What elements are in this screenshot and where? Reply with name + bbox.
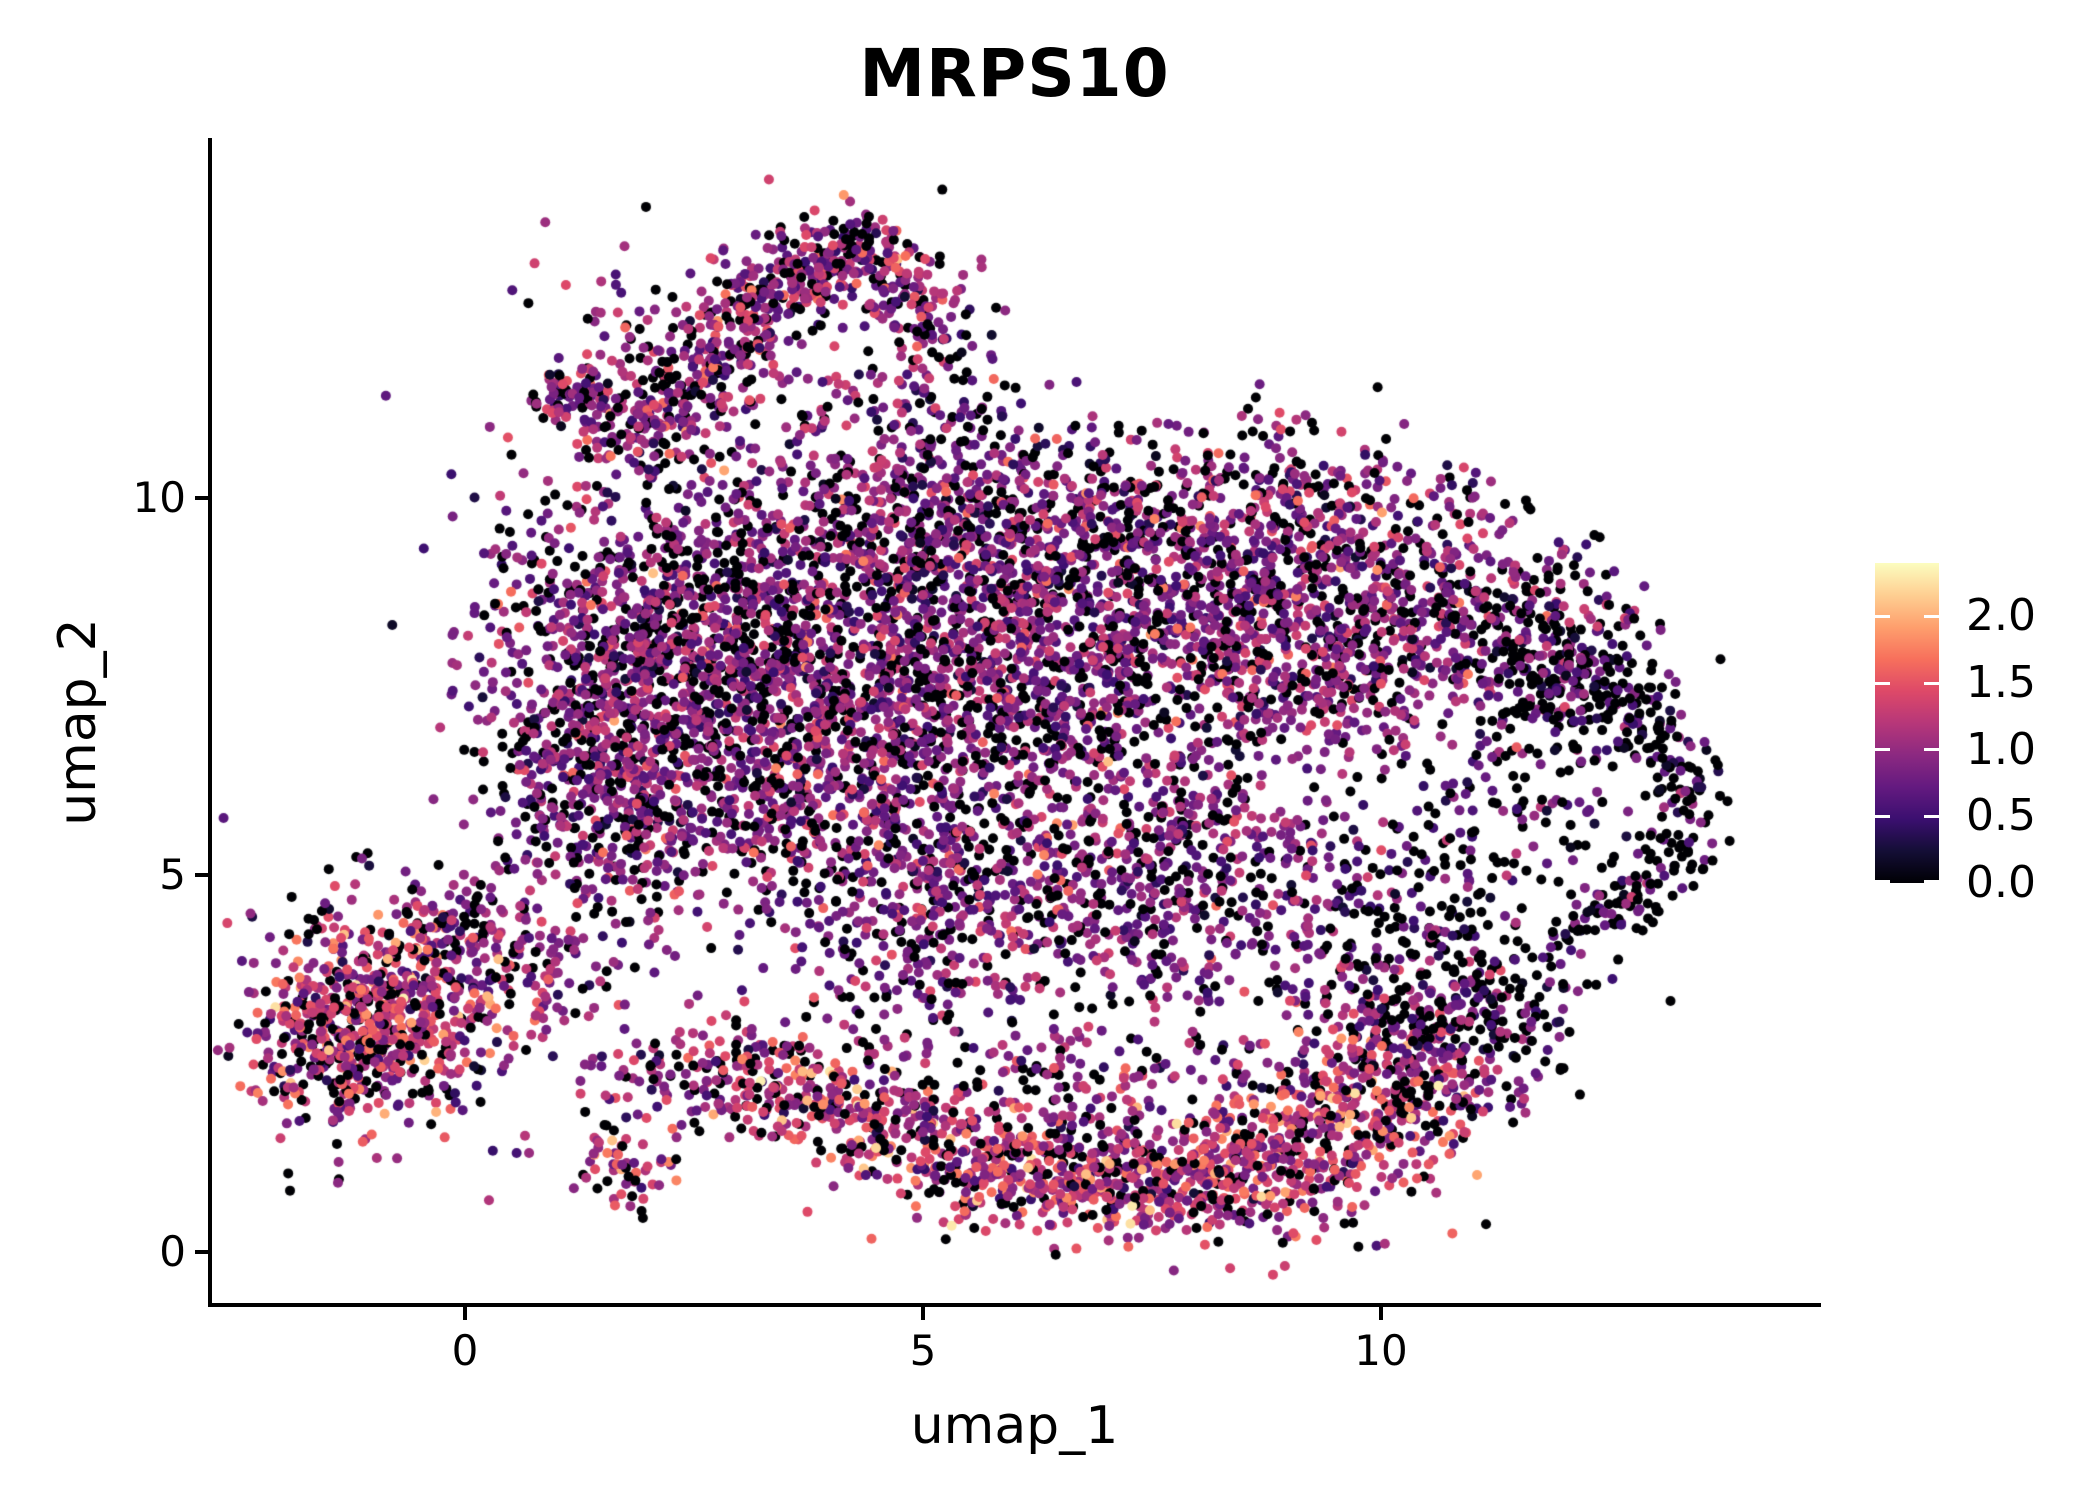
colorbar-tick-label: 1.5	[1966, 657, 2036, 708]
colorbar-tick-label: 0.0	[1966, 857, 2036, 908]
x-tick-mark	[921, 1307, 925, 1320]
plot-title: MRPS10	[859, 35, 1170, 112]
x-tick-mark	[463, 1307, 467, 1320]
x-tick-mark	[1379, 1307, 1383, 1320]
colorbar-tick-mark	[1924, 681, 1939, 685]
x-tick-label: 5	[909, 1326, 937, 1375]
y-tick-mark	[195, 873, 208, 877]
x-tick-label: 10	[1354, 1326, 1408, 1375]
y-tick-label: 10	[132, 473, 186, 522]
x-tick-label: 0	[451, 1326, 479, 1375]
x-axis-title: umap_1	[910, 1396, 1119, 1456]
colorbar-tick-mark	[1875, 681, 1890, 685]
y-tick-label: 5	[159, 850, 186, 899]
colorbar-tick-mark	[1924, 880, 1939, 883]
y-tick-mark	[195, 496, 208, 500]
colorbar-tick-mark	[1924, 614, 1939, 618]
colorbar-tick-label: 2.0	[1966, 590, 2036, 642]
colorbar-tick-mark	[1924, 814, 1939, 818]
y-axis-title: umap_2	[48, 618, 108, 826]
x-axis-line	[208, 1303, 1821, 1307]
y-axis-line	[208, 138, 212, 1307]
y-tick-mark	[195, 1250, 208, 1254]
colorbar-tick-label: 0.5	[1966, 790, 2036, 842]
colorbar-tick-mark	[1875, 814, 1890, 818]
colorbar-tick-mark	[1924, 748, 1939, 752]
colorbar-tick-mark	[1875, 880, 1890, 883]
colorbar-tick-mark	[1875, 748, 1890, 752]
colorbar-tick-mark	[1875, 614, 1890, 618]
y-tick-label: 0	[159, 1227, 186, 1276]
colorbar-gradient	[1875, 563, 1939, 883]
colorbar-tick-label: 1.0	[1966, 723, 2036, 775]
